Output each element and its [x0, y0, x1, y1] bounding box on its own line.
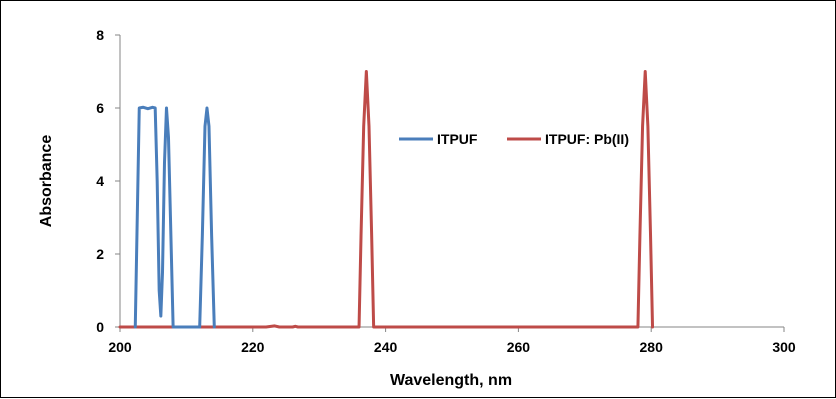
- y-tick-label: 4: [96, 173, 104, 189]
- x-tick-label: 240: [374, 339, 398, 355]
- series-line-2: [118, 70, 655, 329]
- x-tick-label: 200: [108, 339, 132, 355]
- y-tick-label: 2: [96, 246, 104, 262]
- x-axis-title: Wavelength, nm: [390, 372, 512, 389]
- series-line-1: [133, 105, 216, 329]
- x-tick-label: 280: [640, 339, 664, 355]
- y-tick-label: 0: [96, 319, 104, 335]
- x-tick-label: 300: [772, 339, 796, 355]
- y-tick-label: 6: [96, 100, 104, 116]
- legend-label-2: ITPUF: Pb(II): [545, 131, 629, 147]
- y-axis-title: Absorbance: [38, 135, 55, 228]
- x-tick-label: 260: [507, 339, 531, 355]
- x-tick-label: 220: [241, 339, 265, 355]
- axes: 0 2 4 6 8 200 220 240 260 280 300: [96, 27, 796, 355]
- legend-label-1: ITPUF: [437, 131, 478, 147]
- series-lines: [118, 70, 655, 329]
- legend: ITPUF ITPUF: Pb(II): [399, 131, 629, 147]
- y-tick-label: 8: [96, 27, 104, 43]
